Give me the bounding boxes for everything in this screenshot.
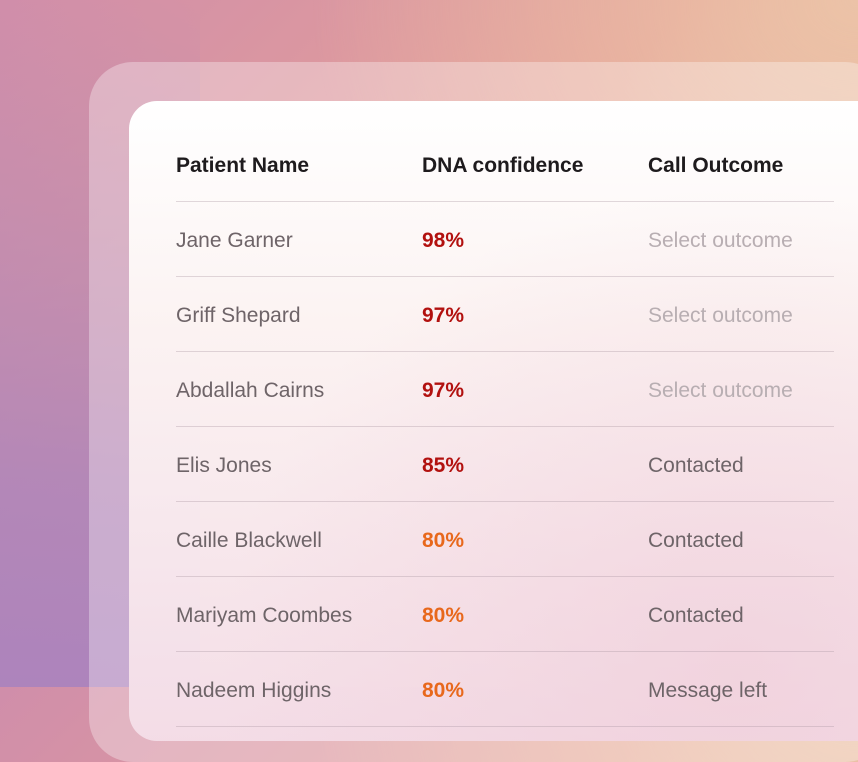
dna-confidence-value: 97% — [422, 379, 465, 402]
dna-confidence-value: 98% — [422, 229, 465, 252]
call-outcome-select[interactable]: Contacted — [648, 604, 744, 627]
patient-name: Mariyam Coombes — [176, 604, 353, 627]
column-header-dna-confidence[interactable]: DNA confidence — [422, 154, 584, 177]
table-row[interactable]: Jane Garner 98% Select outcome — [176, 202, 834, 277]
patient-name: Jane Garner — [176, 229, 293, 252]
call-outcome-select[interactable]: Contacted — [648, 529, 744, 552]
patient-table-card: Patient Name DNA confidence Call Outcome… — [129, 101, 858, 741]
table-row[interactable]: Nadeem Higgins 80% Message left — [176, 652, 834, 727]
dna-confidence-value: 80% — [422, 604, 465, 627]
patient-name: Caille Blackwell — [176, 529, 322, 552]
patient-table: Patient Name DNA confidence Call Outcome… — [176, 101, 834, 727]
call-outcome-select[interactable]: Select outcome — [648, 304, 793, 327]
table-row[interactable]: Abdallah Cairns 97% Select outcome — [176, 352, 834, 427]
dna-confidence-value: 80% — [422, 679, 465, 702]
table-row[interactable]: Mariyam Coombes 80% Contacted — [176, 577, 834, 652]
dna-confidence-value: 85% — [422, 454, 465, 477]
call-outcome-select[interactable]: Message left — [648, 679, 768, 702]
patient-name: Elis Jones — [176, 454, 272, 477]
column-header-call-outcome[interactable]: Call Outcome — [648, 154, 784, 177]
column-header-patient-name[interactable]: Patient Name — [176, 154, 310, 177]
dna-confidence-value: 97% — [422, 304, 465, 327]
call-outcome-select[interactable]: Select outcome — [648, 229, 793, 252]
table-row[interactable]: Elis Jones 85% Contacted — [176, 427, 834, 502]
dna-confidence-value: 80% — [422, 529, 465, 552]
call-outcome-select[interactable]: Select outcome — [648, 379, 793, 402]
patient-name: Nadeem Higgins — [176, 679, 332, 702]
patient-name: Griff Shepard — [176, 304, 301, 327]
patient-name: Abdallah Cairns — [176, 379, 325, 402]
table-header: Patient Name DNA confidence Call Outcome — [176, 101, 834, 202]
table-row[interactable]: Griff Shepard 97% Select outcome — [176, 277, 834, 352]
call-outcome-select[interactable]: Contacted — [648, 454, 744, 477]
table-row[interactable]: Caille Blackwell 80% Contacted — [176, 502, 834, 577]
